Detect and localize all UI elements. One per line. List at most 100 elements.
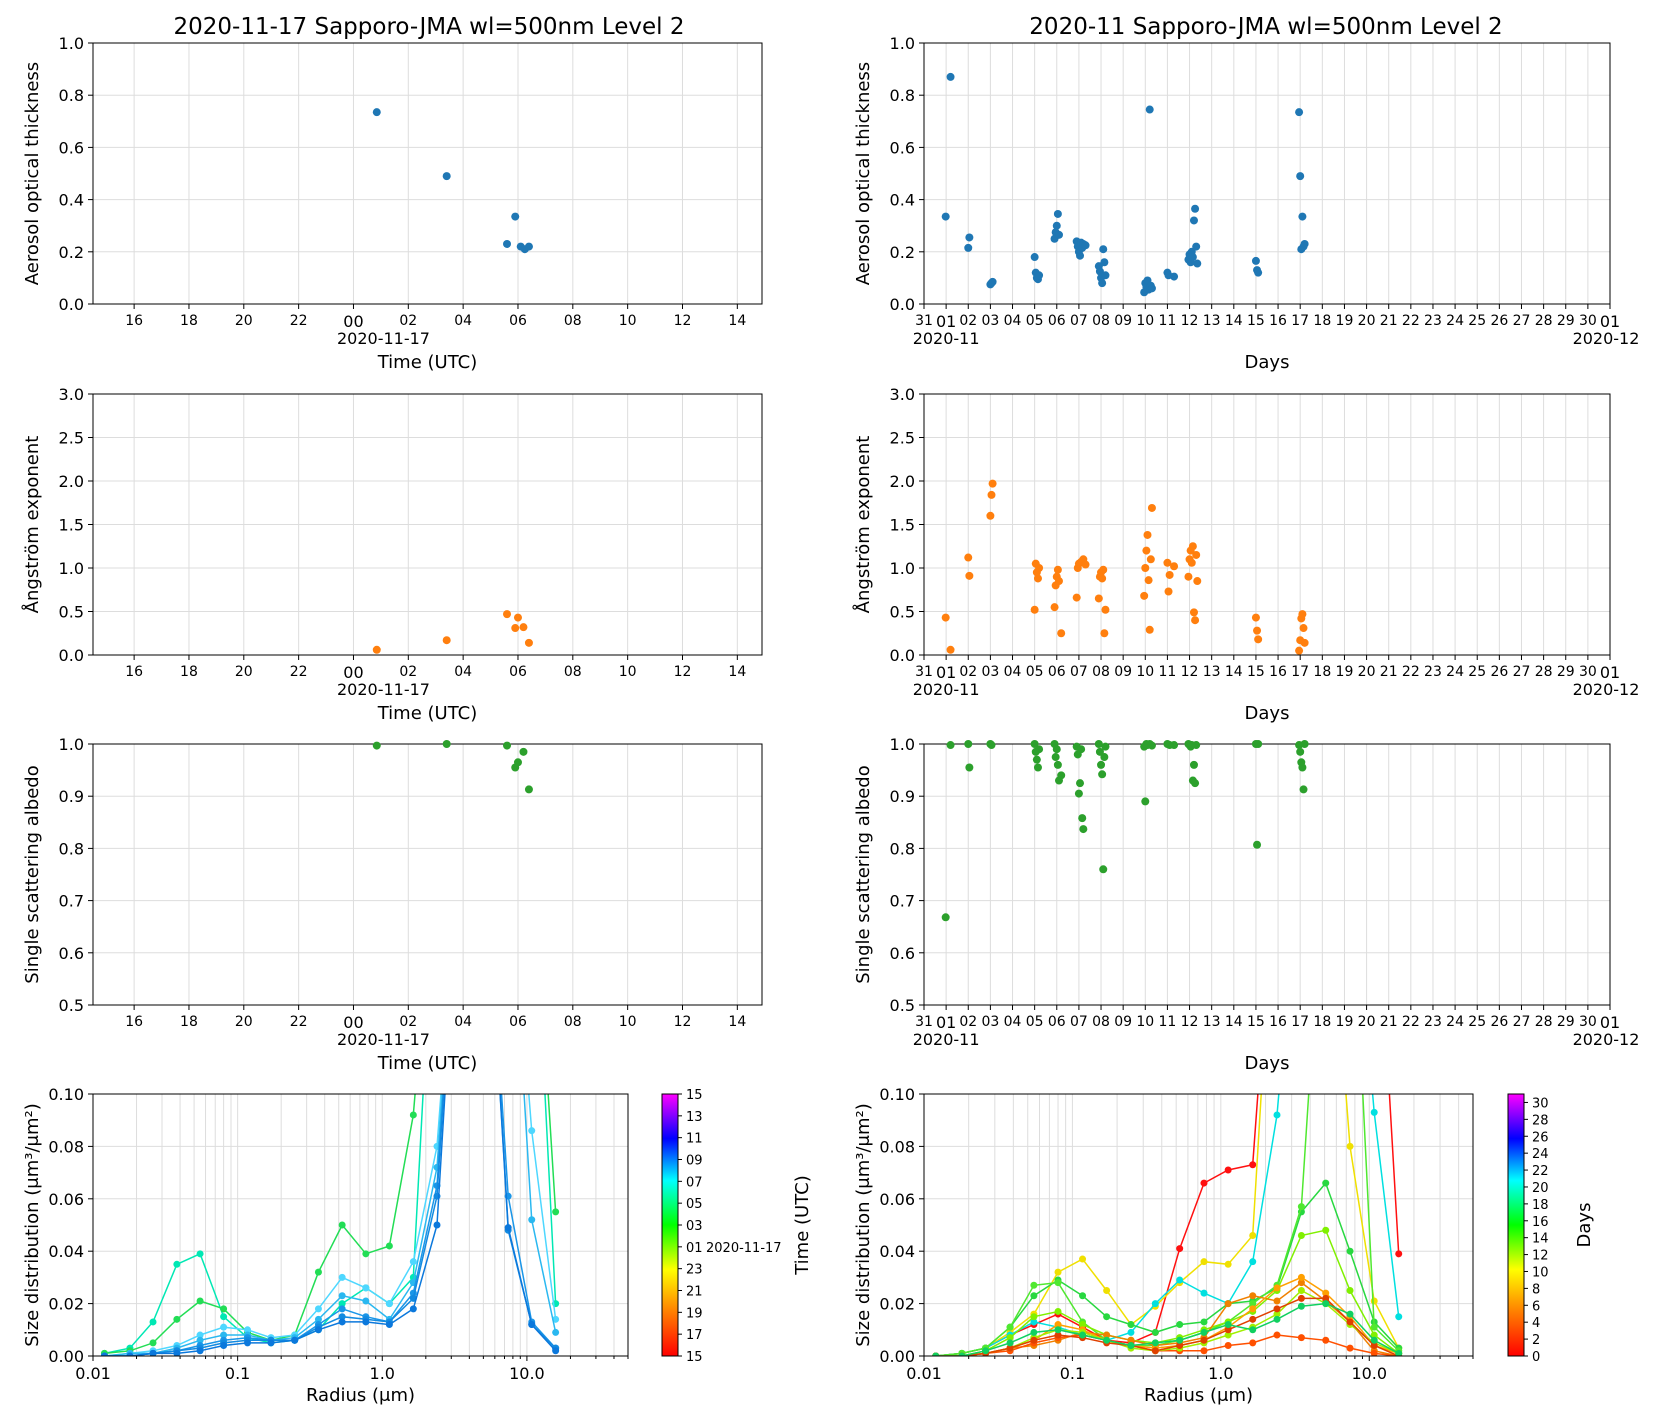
series-point bbox=[362, 1250, 370, 1258]
series-line bbox=[935, 1334, 1399, 1356]
data-point bbox=[1035, 564, 1044, 572]
colorbar-tick-label: 22 bbox=[1532, 1164, 1549, 1179]
data-point bbox=[1191, 779, 1200, 788]
data-point bbox=[1030, 605, 1039, 614]
y-tick-label: 2.0 bbox=[890, 472, 915, 491]
data-point bbox=[1081, 241, 1090, 250]
series-point bbox=[1322, 1179, 1330, 1187]
x-tick-label: 24 bbox=[1446, 313, 1464, 329]
x-tick-label: 11 bbox=[1159, 1014, 1177, 1030]
y-tick-label: 1.0 bbox=[59, 34, 84, 53]
series-point bbox=[1274, 829, 1281, 836]
x-tick-label: 15 bbox=[1247, 1014, 1265, 1030]
series-point bbox=[1346, 1142, 1354, 1150]
plot-frame bbox=[92, 1093, 629, 1357]
colorbar-tick-label: 05 bbox=[686, 1197, 703, 1212]
data-point bbox=[503, 741, 512, 750]
time-colorbar bbox=[661, 1093, 679, 1357]
data-point bbox=[1147, 284, 1156, 293]
y-tick-label: 1.5 bbox=[59, 516, 84, 535]
y-axis-label: Size distribution (μm³/μm²) bbox=[853, 1103, 874, 1346]
series-point bbox=[1273, 1315, 1281, 1323]
x-tick-label: 12 bbox=[1181, 1014, 1199, 1030]
x-tick-label: 06 bbox=[1048, 313, 1066, 329]
x-tick-label: 18 bbox=[1313, 313, 1331, 329]
x-tick-label: 29 bbox=[1557, 313, 1575, 329]
plot-frame bbox=[92, 42, 763, 305]
data-point bbox=[1192, 741, 1201, 750]
series-line bbox=[104, 1094, 557, 1356]
data-point bbox=[524, 242, 533, 251]
x-tick-label: 28 bbox=[1535, 664, 1553, 680]
x-tick-label: 07 bbox=[1070, 1014, 1088, 1030]
y-tick-label: 0.6 bbox=[59, 944, 84, 963]
series-point bbox=[1054, 1326, 1062, 1334]
x-tick-label: 12 bbox=[1181, 664, 1199, 680]
x-tick-label: 20 bbox=[1358, 664, 1376, 680]
series-point bbox=[196, 1297, 204, 1305]
data-point bbox=[1100, 753, 1109, 762]
series-point bbox=[1030, 1313, 1038, 1321]
x-tick-label: 08 bbox=[564, 1014, 582, 1030]
data-point bbox=[1054, 230, 1063, 239]
left-column-title: 2020-11-17 Sapporo-JMA wl=500nm Level 2 bbox=[174, 14, 685, 40]
data-point bbox=[1098, 574, 1107, 583]
x-tick-label: 1.0 bbox=[370, 1364, 395, 1383]
data-point bbox=[1254, 635, 1263, 644]
data-point bbox=[442, 740, 451, 748]
series-point bbox=[1322, 1289, 1330, 1297]
series-point bbox=[1322, 829, 1329, 836]
x-tick-label: 00 bbox=[343, 663, 363, 682]
x-tick-label: 12 bbox=[1181, 313, 1199, 329]
data-point bbox=[1163, 558, 1172, 567]
y-tick-label: 0.8 bbox=[890, 86, 915, 105]
x-tick-label: 10 bbox=[619, 313, 637, 329]
series-point bbox=[149, 1349, 157, 1356]
data-point bbox=[1298, 763, 1307, 772]
data-point bbox=[1298, 212, 1307, 221]
data-point bbox=[1187, 558, 1196, 567]
plot-frame bbox=[923, 393, 1611, 656]
data-point bbox=[1077, 745, 1086, 754]
series-group bbox=[100, 1094, 560, 1356]
colorbar-tick-label: 16 bbox=[1532, 1215, 1549, 1230]
series-point bbox=[1176, 1342, 1184, 1350]
data-point bbox=[1189, 608, 1198, 617]
data-point bbox=[964, 740, 973, 748]
y-tick-label: 2.5 bbox=[59, 429, 84, 448]
colorbar-tick-label: 30 bbox=[1532, 1096, 1549, 1111]
plot-frame bbox=[92, 743, 763, 1006]
series-point bbox=[1079, 1292, 1087, 1300]
series-point bbox=[1346, 1247, 1354, 1255]
data-point bbox=[1253, 840, 1262, 849]
series-point bbox=[1370, 1297, 1378, 1305]
x-tick-label: 16 bbox=[1269, 1014, 1287, 1030]
x-tick-label: 04 bbox=[1004, 1014, 1022, 1030]
series-point bbox=[243, 1326, 251, 1334]
series-point bbox=[1370, 1349, 1378, 1356]
data-point bbox=[1143, 530, 1152, 539]
data-point bbox=[1032, 755, 1041, 764]
x-tick-label: 26 bbox=[1490, 313, 1508, 329]
y-tick-label: 0.7 bbox=[890, 892, 915, 911]
data-point bbox=[1184, 572, 1193, 581]
data-point bbox=[1081, 560, 1090, 569]
x-date-label: 2020-11-17 bbox=[337, 1030, 430, 1049]
series-point bbox=[1200, 1318, 1208, 1326]
x-tick-label: 16 bbox=[125, 664, 143, 680]
data-point bbox=[1254, 740, 1263, 748]
series-point bbox=[1249, 1231, 1257, 1239]
data-point bbox=[1146, 555, 1155, 564]
plot-frame bbox=[923, 42, 1611, 305]
data-point bbox=[987, 490, 996, 499]
x-axis-label: Time (UTC) bbox=[377, 352, 478, 373]
y-tick-label: 0.06 bbox=[879, 1190, 915, 1209]
data-point bbox=[1251, 613, 1260, 622]
colorbar-tick-label: 0 bbox=[1532, 1350, 1540, 1365]
x-tick-label: 30 bbox=[1579, 313, 1597, 329]
data-point bbox=[1193, 259, 1202, 268]
x-tick-label: 31 bbox=[915, 664, 933, 680]
data-point bbox=[1099, 245, 1108, 254]
x-tick-label: 18 bbox=[180, 1014, 198, 1030]
